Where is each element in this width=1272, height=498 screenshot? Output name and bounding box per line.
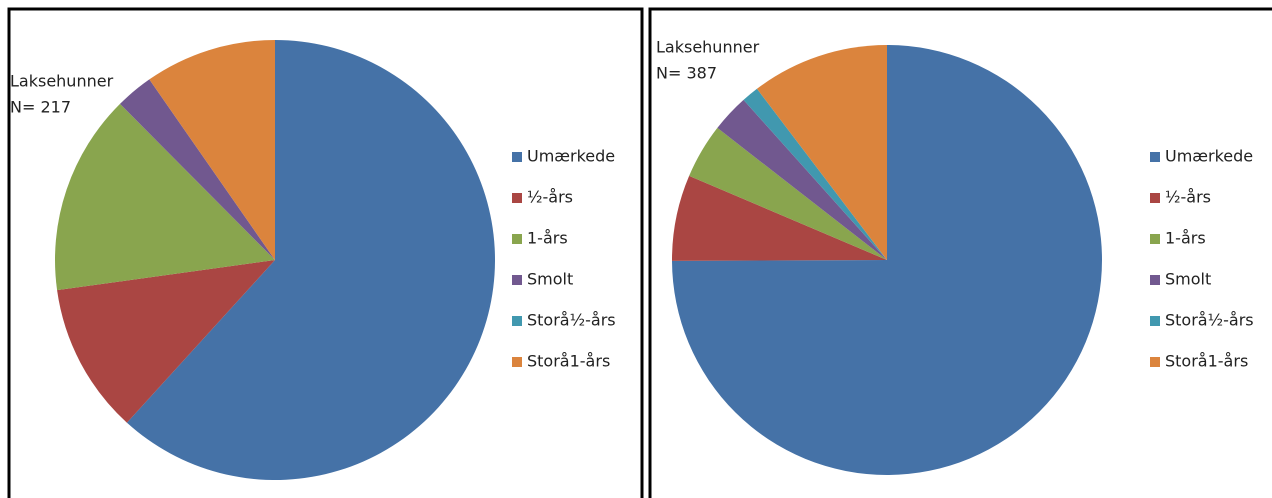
legend-label: Umærkede — [1165, 147, 1253, 166]
legend-label: ½-års — [527, 188, 573, 207]
annotation: N= 387 — [656, 64, 717, 83]
legend-label: 1-års — [527, 229, 568, 248]
legend-swatch — [512, 357, 522, 367]
legend-swatch — [1150, 152, 1160, 162]
pie-slice — [672, 45, 1102, 475]
legend-label: Smolt — [1165, 270, 1211, 289]
pie-slice — [120, 79, 275, 261]
legend-label: Storå1-års — [527, 352, 610, 371]
legend-swatch — [512, 152, 522, 162]
legend-label: 1-års — [1165, 229, 1206, 248]
legend-swatch — [1150, 357, 1160, 367]
pie-slice — [743, 88, 887, 260]
legend-swatch — [512, 193, 522, 203]
legend-label: Storå½-års — [527, 311, 616, 330]
legend-swatch — [1150, 234, 1160, 244]
pie-slice — [149, 40, 275, 260]
legend-swatch — [1150, 316, 1160, 326]
legend-label: Smolt — [527, 270, 573, 289]
legend-swatch — [512, 316, 522, 326]
panel-border — [7, 7, 644, 498]
annotation: Laksehunner — [656, 38, 760, 57]
pie-slice — [756, 44, 887, 260]
annotation: N= 217 — [10, 98, 71, 117]
legend-swatch — [1150, 275, 1160, 285]
legend-label: Storå1-års — [1165, 352, 1248, 371]
pie-slice — [126, 40, 496, 480]
panel-border — [648, 7, 1272, 498]
pie-slice — [57, 260, 276, 423]
annotation: Laksehunner — [10, 72, 114, 91]
legend-swatch — [512, 234, 522, 244]
legend-swatch — [512, 275, 522, 285]
pie-slice — [717, 99, 887, 260]
legend-label: Umærkede — [527, 147, 615, 166]
legend-label: Storå½-års — [1165, 311, 1254, 330]
legend-label: ½-års — [1165, 188, 1211, 207]
pie-slice — [672, 175, 887, 261]
pie-slice — [54, 103, 275, 291]
pie-slice — [689, 127, 887, 261]
legend-swatch — [1150, 193, 1160, 203]
